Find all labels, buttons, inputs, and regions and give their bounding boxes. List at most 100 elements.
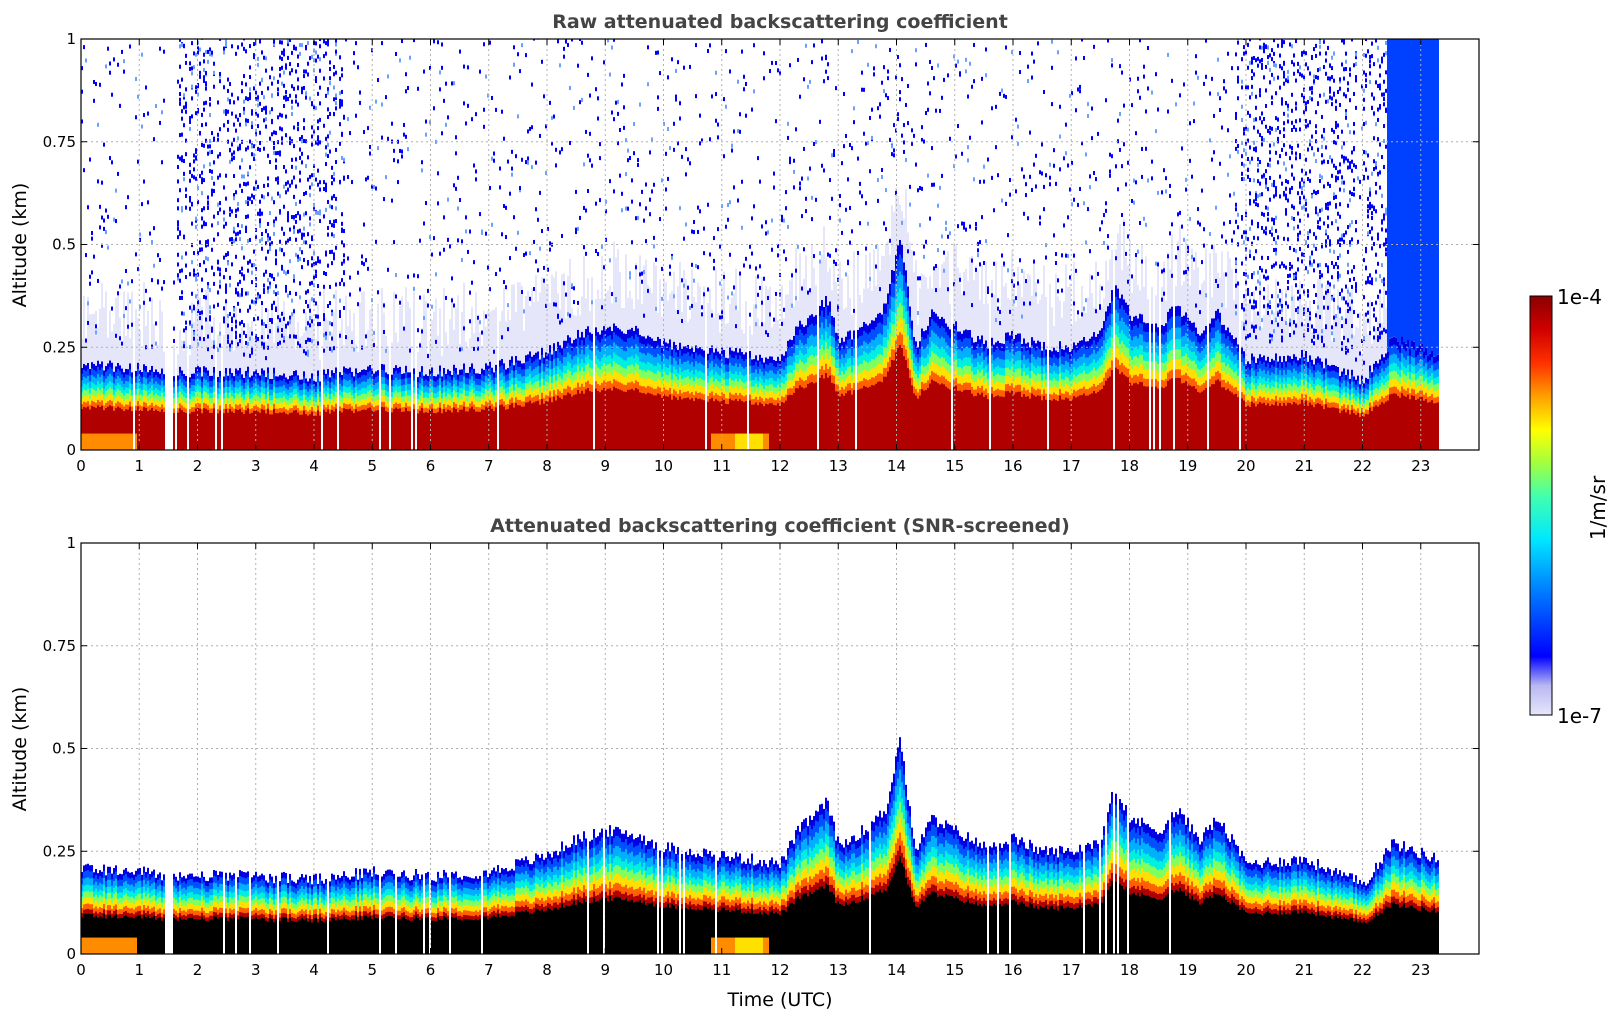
heatmap-cell-noise (277, 79, 279, 84)
heatmap-cell-noise (303, 309, 305, 314)
heatmap-cell-noise (85, 338, 87, 343)
heatmap-cell-noise (209, 144, 211, 149)
heatmap-cell (527, 402, 529, 450)
heatmap-cell-noise (291, 139, 293, 144)
heatmap-cell-background (645, 259, 647, 339)
heatmap-cell-noise (717, 122, 719, 127)
heatmap-cell-noise (541, 229, 543, 234)
heatmap-cell-noise (501, 109, 503, 114)
heatmap-cell-noise (607, 39, 609, 43)
heatmap-cell-noise (181, 26, 183, 30)
heatmap-cell-noise (135, 252, 137, 257)
heatmap-cell-noise (181, 132, 183, 137)
heatmap-cell-noise (529, 296, 531, 301)
heatmap-cell-background (545, 286, 547, 353)
heatmap-cell-noise (473, 260, 475, 265)
heatmap-cell-noise (319, 68, 321, 73)
heatmap-cell-noise (309, 32, 311, 36)
heatmap-cell (381, 406, 383, 450)
heatmap-cell-noise (283, 95, 285, 100)
heatmap-cell-noise (271, 303, 273, 308)
heatmap-cell-background (241, 327, 243, 375)
heatmap-cell-noise (179, 296, 181, 301)
heatmap-cell-background (91, 313, 93, 363)
heatmap-cell-noise (229, 212, 231, 217)
heatmap-cell-background (701, 312, 703, 350)
heatmap-cell-noise (381, 41, 383, 46)
heatmap-cell-noise (421, 329, 423, 334)
heatmap-cell-background (365, 345, 367, 370)
heatmap-cell-noise (333, 256, 335, 261)
heatmap-cell-noise (413, 39, 415, 43)
heatmap-cell-noise (227, 323, 229, 328)
heatmap-cell-noise (721, 314, 723, 319)
heatmap-cell-background (757, 318, 759, 361)
heatmap-cell (477, 411, 479, 450)
heatmap-cell-noise (227, 127, 229, 132)
heatmap-cell-noise (327, 134, 329, 139)
heatmap-cell-noise (107, 245, 109, 250)
heatmap-cell-noise (575, 227, 577, 232)
heatmap-cell (517, 405, 519, 450)
heatmap-cell-noise (201, 112, 203, 117)
heatmap-cell-noise (503, 280, 505, 285)
heatmap-cell-noise (269, 160, 271, 165)
heatmap-cell-noise (277, 326, 279, 331)
heatmap-cell-noise (623, 105, 625, 110)
heatmap-cell-noise (311, 256, 313, 261)
heatmap-cell-noise (151, 344, 153, 349)
heatmap-cell-surface (89, 433, 91, 450)
heatmap-cell-noise (193, 167, 195, 172)
heatmap-cell-noise (227, 251, 229, 256)
heatmap-cell-background (117, 290, 119, 363)
heatmap-cell (729, 398, 731, 450)
heatmap-cell-noise (397, 180, 399, 185)
heatmap-cell-noise (755, 266, 757, 271)
heatmap-cell-noise (631, 178, 633, 183)
heatmap-cell-noise (625, 172, 627, 177)
heatmap-cell-noise (267, 334, 269, 339)
heatmap-cell-noise (505, 285, 507, 290)
heatmap-cell-noise (669, 146, 671, 151)
heatmap-cell-background (681, 311, 683, 349)
heatmap-cell-noise (237, 96, 239, 101)
heatmap-cell-background (95, 310, 97, 366)
heatmap-cell-background (519, 282, 521, 361)
heatmap-cell-background (333, 312, 335, 373)
heatmap-cell-noise (209, 47, 211, 52)
heatmap-cell-noise (269, 236, 271, 241)
heatmap-cell-background (697, 282, 699, 349)
heatmap-cell-surface (111, 433, 113, 450)
heatmap-cell (241, 412, 243, 450)
heatmap-cell-noise (547, 22, 549, 26)
heatmap-cell-noise (525, 160, 527, 165)
heatmap-cell (653, 395, 655, 450)
heatmap-cell-noise (211, 192, 213, 197)
heatmap-cell-noise (535, 207, 537, 212)
heatmap-cell-noise (549, 247, 551, 252)
heatmap-cell-noise (245, 23, 247, 27)
heatmap-cell-noise (361, 254, 363, 259)
heatmap-cell-noise (271, 306, 273, 311)
heatmap-cell-noise (259, 208, 261, 213)
heatmap-cell-noise (145, 288, 147, 293)
heatmap-cell-background (383, 312, 385, 365)
heatmap-cell-noise (183, 177, 185, 182)
heatmap-cell-noise (117, 171, 119, 176)
heatmap-cell-noise (525, 251, 527, 256)
heatmap-cell-noise (243, 323, 245, 328)
heatmap-cell-noise (595, 201, 597, 206)
heatmap-cell-noise (261, 335, 263, 340)
heatmap-cell-noise (341, 227, 343, 232)
heatmap-cell-noise (261, 50, 263, 55)
heatmap-cell (671, 399, 673, 450)
heatmap-cell-noise (257, 211, 259, 216)
heatmap-cell-noise (439, 87, 441, 92)
heatmap-cell-noise (285, 190, 287, 195)
heatmap-cell-surface (753, 433, 755, 450)
heatmap-cell-noise (183, 171, 185, 176)
heatmap-cell-noise (765, 220, 767, 225)
heatmap-cell-noise (295, 23, 297, 27)
heatmap-cell (281, 412, 283, 450)
heatmap-cell-background (603, 298, 605, 327)
